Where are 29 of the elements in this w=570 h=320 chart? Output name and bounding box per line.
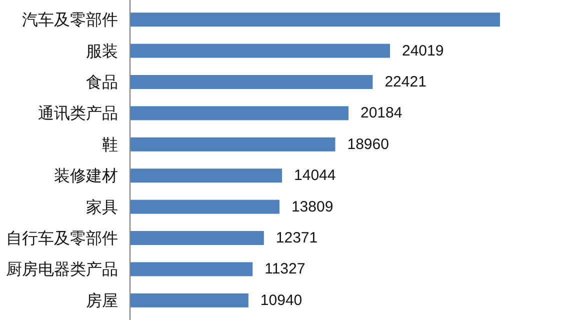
data-label: 10940 (260, 292, 302, 309)
bar (130, 12, 500, 27)
y-tick-label: 鞋 (102, 134, 118, 154)
y-tick-label: 通讯类产品 (38, 104, 118, 123)
data-label: 24019 (402, 42, 444, 60)
bar (130, 106, 348, 120)
y-tick-label: 厨房电器类产品 (6, 260, 118, 279)
bar (130, 262, 253, 276)
y-tick-label: 家具 (86, 197, 118, 216)
data-label: 11327 (264, 260, 306, 278)
data-label: 18960 (347, 136, 389, 153)
bar (130, 137, 336, 152)
bar (130, 168, 282, 183)
data-label: 22421 (384, 74, 426, 90)
y-tick-label: 房屋 (86, 290, 118, 310)
y-tick-label: 服装 (86, 41, 118, 60)
y-tick-label: 装修建材 (54, 166, 118, 186)
bar (130, 75, 373, 89)
y-tick-label: 食品 (86, 72, 118, 92)
y-tick-label: 自行车及零部件 (6, 228, 118, 248)
bar (130, 44, 390, 58)
data-label: 12371 (276, 230, 318, 246)
bar (130, 231, 264, 245)
bar (130, 293, 248, 308)
y-tick-label: 汽车及零部件 (22, 10, 118, 30)
data-label: 14044 (294, 167, 336, 184)
bar (130, 200, 280, 214)
data-label: 13809 (291, 198, 334, 216)
data-label: 20184 (360, 104, 402, 122)
